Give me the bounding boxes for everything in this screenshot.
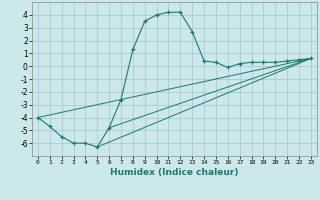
X-axis label: Humidex (Indice chaleur): Humidex (Indice chaleur): [110, 168, 239, 177]
